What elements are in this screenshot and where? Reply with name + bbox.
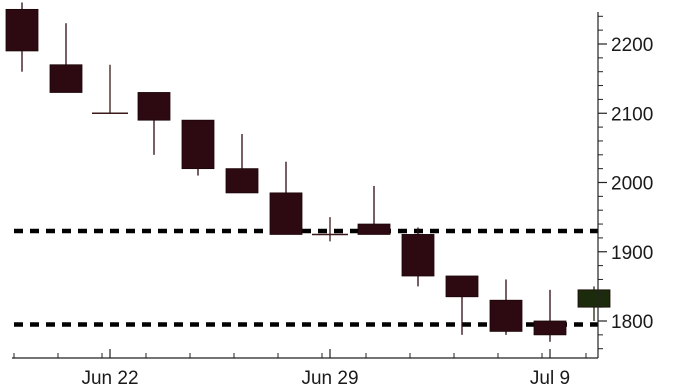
candle-8 bbox=[312, 217, 348, 242]
candle-13 bbox=[533, 289, 567, 342]
candle-body bbox=[489, 299, 523, 332]
candle-11 bbox=[445, 275, 479, 335]
candle-2 bbox=[49, 23, 83, 93]
x-tick-label: Jun 22 bbox=[81, 368, 138, 387]
candle-14 bbox=[577, 286, 611, 321]
y-tick-label: 2100 bbox=[611, 104, 653, 125]
candle-9 bbox=[357, 185, 391, 235]
candle-body bbox=[357, 223, 391, 235]
candle-body bbox=[401, 234, 435, 277]
candle-body bbox=[533, 320, 567, 336]
candle-body bbox=[49, 64, 83, 93]
candle-body bbox=[5, 8, 39, 52]
candle-12 bbox=[489, 279, 523, 335]
candle-10 bbox=[401, 227, 435, 287]
y-tick-label: 1900 bbox=[611, 243, 653, 264]
x-tick-label: Jun 29 bbox=[301, 368, 358, 387]
axes: 1800 1900 2000 2100 2200 Jun 22 Jun 29 Jul 9 bbox=[12, 12, 653, 387]
candle-body bbox=[445, 275, 479, 298]
x-tick-label: Jul 9 bbox=[530, 368, 570, 387]
y-tick-label: 2000 bbox=[611, 174, 653, 195]
y-tick-label: 1800 bbox=[611, 312, 653, 333]
candle-6 bbox=[225, 134, 259, 194]
candle-body bbox=[181, 119, 215, 170]
candle-body bbox=[137, 92, 171, 121]
candle-4 bbox=[137, 92, 171, 155]
candle-1 bbox=[5, 2, 39, 72]
candle-3 bbox=[92, 64, 128, 114]
candles bbox=[5, 2, 611, 342]
candle-body bbox=[269, 192, 303, 235]
candle-5 bbox=[181, 119, 215, 176]
candle-body bbox=[225, 168, 259, 194]
candle-body bbox=[577, 289, 611, 308]
candle-7 bbox=[269, 161, 303, 235]
y-tick-label: 2200 bbox=[611, 35, 653, 56]
